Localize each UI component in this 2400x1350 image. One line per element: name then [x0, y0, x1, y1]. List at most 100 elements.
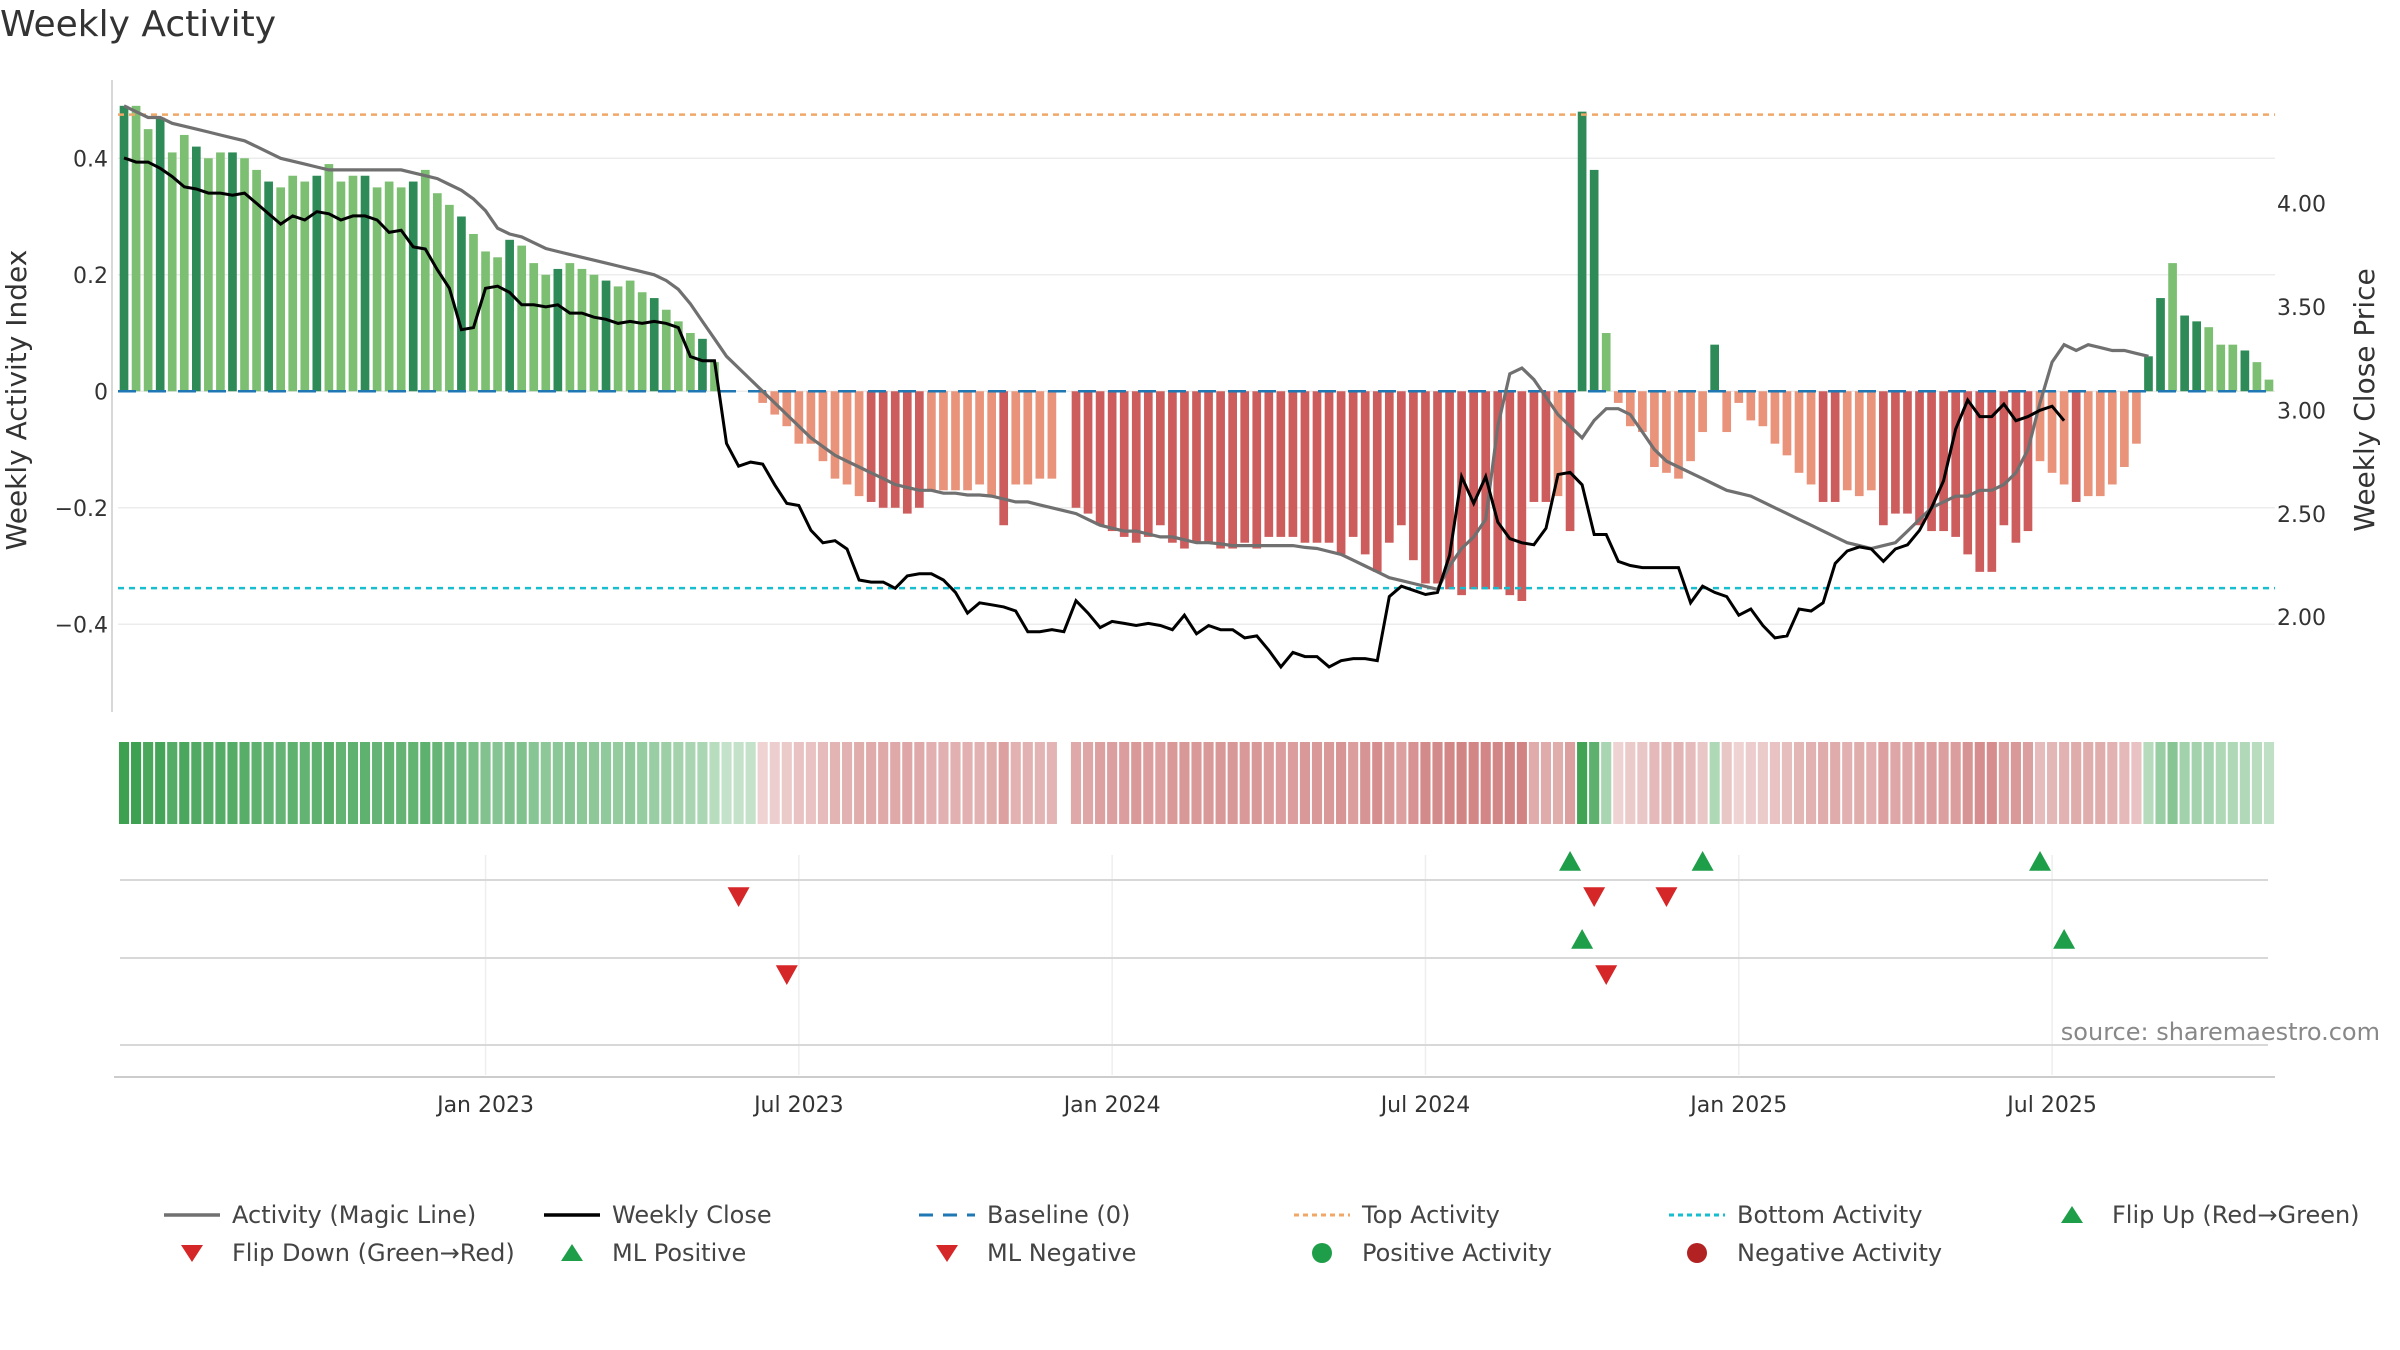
- activity-bar: [1782, 391, 1792, 456]
- legend-circle-swatch: [1687, 1243, 1707, 1263]
- heat-cell: [552, 742, 563, 824]
- heat-cell: [1010, 742, 1021, 824]
- activity-bar: [830, 391, 840, 479]
- heat-cell: [179, 742, 190, 824]
- legend-label: Activity (Magic Line): [232, 1201, 477, 1229]
- heat-cell: [540, 742, 551, 824]
- left-tick-label: 0.2: [73, 264, 108, 289]
- heat-cell: [2239, 742, 2250, 824]
- heat-cell: [926, 742, 937, 824]
- activity-bar: [649, 298, 659, 392]
- legend-item: Bottom Activity: [1665, 1200, 1922, 1229]
- activity-bar: [2095, 391, 2105, 497]
- activity-bar: [686, 333, 695, 392]
- heat-cell: [227, 742, 238, 824]
- activity-bar: [1204, 391, 1213, 543]
- heat-cell: [637, 742, 648, 824]
- x-tick-label: Jul 2024: [1379, 1093, 1471, 1118]
- heat-cell: [1191, 742, 1202, 824]
- activity-bar: [2216, 344, 2226, 392]
- heat-cell: [2107, 742, 2118, 824]
- heat-cell: [239, 742, 250, 824]
- heat-cell: [1540, 742, 1552, 824]
- heat-cell: [1793, 742, 1805, 824]
- legend-swatch: [1294, 1213, 1350, 1217]
- heat-cell: [167, 742, 178, 824]
- heat-cell: [2203, 742, 2214, 824]
- heat-cell: [986, 742, 997, 824]
- activity-bar: [1963, 391, 1973, 555]
- axes-layer: 0.4 0.2 0 −0.2 −0.4 4.00 3.50 3.00 2.50 2.00 Weekl…: [0, 80, 2381, 712]
- legend-label: Baseline (0): [987, 1201, 1131, 1229]
- heat-cell: [528, 742, 539, 824]
- right-axis-title: Weekly Close Price: [2348, 268, 2381, 531]
- activity-bar: [806, 391, 816, 444]
- heat-cell: [2095, 742, 2106, 824]
- legend-item: Negative Activity: [1665, 1238, 1942, 1267]
- heat-cell: [1336, 742, 1347, 824]
- legend-item: ML Negative: [915, 1238, 1136, 1267]
- activity-bar: [481, 251, 490, 392]
- x-tick-label: Jan 2024: [1062, 1093, 1161, 1118]
- activity-bar: [975, 391, 984, 485]
- heat-cell: [480, 742, 491, 824]
- heat-cell: [1323, 742, 1335, 824]
- activity-bar: [143, 129, 153, 392]
- activity-bar: [1023, 391, 1033, 485]
- activity-bar: [541, 274, 551, 392]
- activity-bar: [878, 391, 888, 508]
- activity-bar: [1445, 391, 1454, 590]
- flip-down-marker: [1595, 965, 1618, 985]
- heat-cell: [576, 742, 587, 824]
- activity-bar: [517, 245, 527, 392]
- activity-bar: [842, 391, 852, 485]
- heat-cell: [1299, 742, 1311, 824]
- heat-cell: [625, 742, 636, 824]
- heat-cell: [408, 742, 419, 824]
- activity-bar: [710, 362, 719, 392]
- heat-cell: [588, 742, 600, 824]
- heat-cell: [1902, 742, 1913, 824]
- activity-bar: [2132, 391, 2141, 444]
- legend-label: Positive Activity: [1362, 1239, 1552, 1267]
- activity-bar: [1891, 391, 1900, 514]
- legend-item: Positive Activity: [1290, 1238, 1552, 1267]
- right-tick-label: 4.00: [2277, 192, 2326, 217]
- legend-item: Top Activity: [1290, 1200, 1500, 1229]
- heat-cell: [1733, 742, 1744, 824]
- heat-cell: [1938, 742, 1949, 824]
- activity-bar: [2047, 391, 2057, 473]
- heat-cell: [2191, 742, 2202, 824]
- activity-bar: [999, 391, 1009, 526]
- activity-bar: [1613, 391, 1623, 403]
- flip-up-marker: [1691, 851, 1714, 871]
- activity-bar: [336, 181, 346, 392]
- x-tick-label: Jan 2023: [435, 1093, 534, 1118]
- legend-label: ML Negative: [987, 1239, 1137, 1267]
- heat-cell: [143, 742, 154, 824]
- activity-bar: [2180, 315, 2189, 392]
- heat-cell: [1131, 742, 1142, 824]
- left-tick-label: 0: [94, 380, 108, 405]
- activity-bar: [1469, 391, 1478, 590]
- heat-cell: [1769, 742, 1780, 824]
- activity-bar: [601, 280, 611, 392]
- heat-cell: [1854, 742, 1865, 824]
- activity-bar: [698, 338, 707, 392]
- heat-cell: [1890, 742, 1901, 824]
- heat-cell: [661, 742, 672, 824]
- heat-cell: [745, 742, 756, 824]
- heat-cell: [287, 742, 298, 824]
- heat-cell: [1504, 742, 1515, 824]
- heat-cell: [456, 742, 467, 824]
- activity-bar: [1264, 391, 1274, 537]
- flip-down-marker: [727, 887, 750, 907]
- heat-cell: [1637, 742, 1648, 824]
- activity-bar: [1529, 391, 1539, 502]
- legend-item: Activity (Magic Line): [160, 1200, 476, 1229]
- activity-bar: [1324, 391, 1334, 543]
- activity-bar: [939, 391, 948, 491]
- heat-cell: [1203, 742, 1214, 824]
- legend-swatch: [164, 1213, 220, 1217]
- heat-cell: [492, 742, 503, 824]
